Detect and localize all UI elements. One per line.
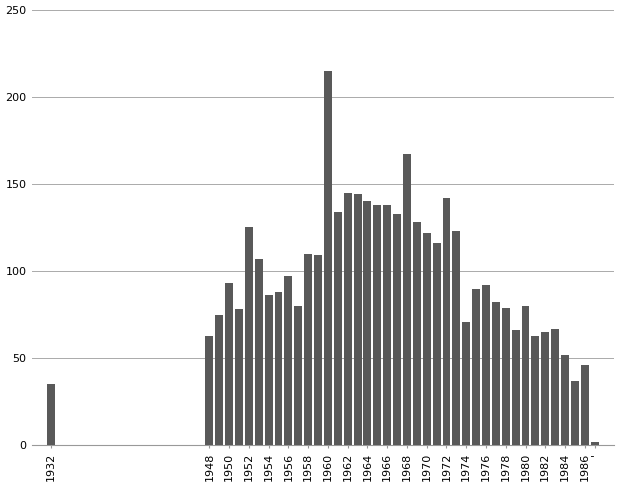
Bar [521,306,529,446]
Bar [343,193,352,446]
Bar [235,309,243,446]
Bar [531,336,539,446]
Bar [492,302,500,446]
Bar [541,332,549,446]
Bar [205,336,213,446]
Bar [502,308,510,446]
Bar [314,255,322,446]
Bar [512,330,520,446]
Bar [443,198,451,446]
Bar [551,329,559,446]
Bar [304,254,312,446]
Bar [472,288,480,446]
Bar [581,365,589,446]
Bar [275,292,283,446]
Bar [423,233,431,446]
Bar [334,212,342,446]
Bar [393,213,401,446]
Bar [47,384,55,446]
Bar [403,154,411,446]
Bar [453,231,460,446]
Bar [373,205,381,446]
Bar [463,321,470,446]
Bar [294,306,302,446]
Bar [353,194,361,446]
Bar [245,227,253,446]
Bar [265,296,273,446]
Bar [225,283,233,446]
Bar [591,442,599,446]
Bar [363,201,371,446]
Bar [561,355,569,446]
Bar [215,315,223,446]
Bar [482,285,490,446]
Bar [255,259,263,446]
Bar [285,276,293,446]
Bar [324,71,332,446]
Bar [413,222,421,446]
Bar [433,243,441,446]
Bar [383,205,391,446]
Bar [571,381,579,446]
